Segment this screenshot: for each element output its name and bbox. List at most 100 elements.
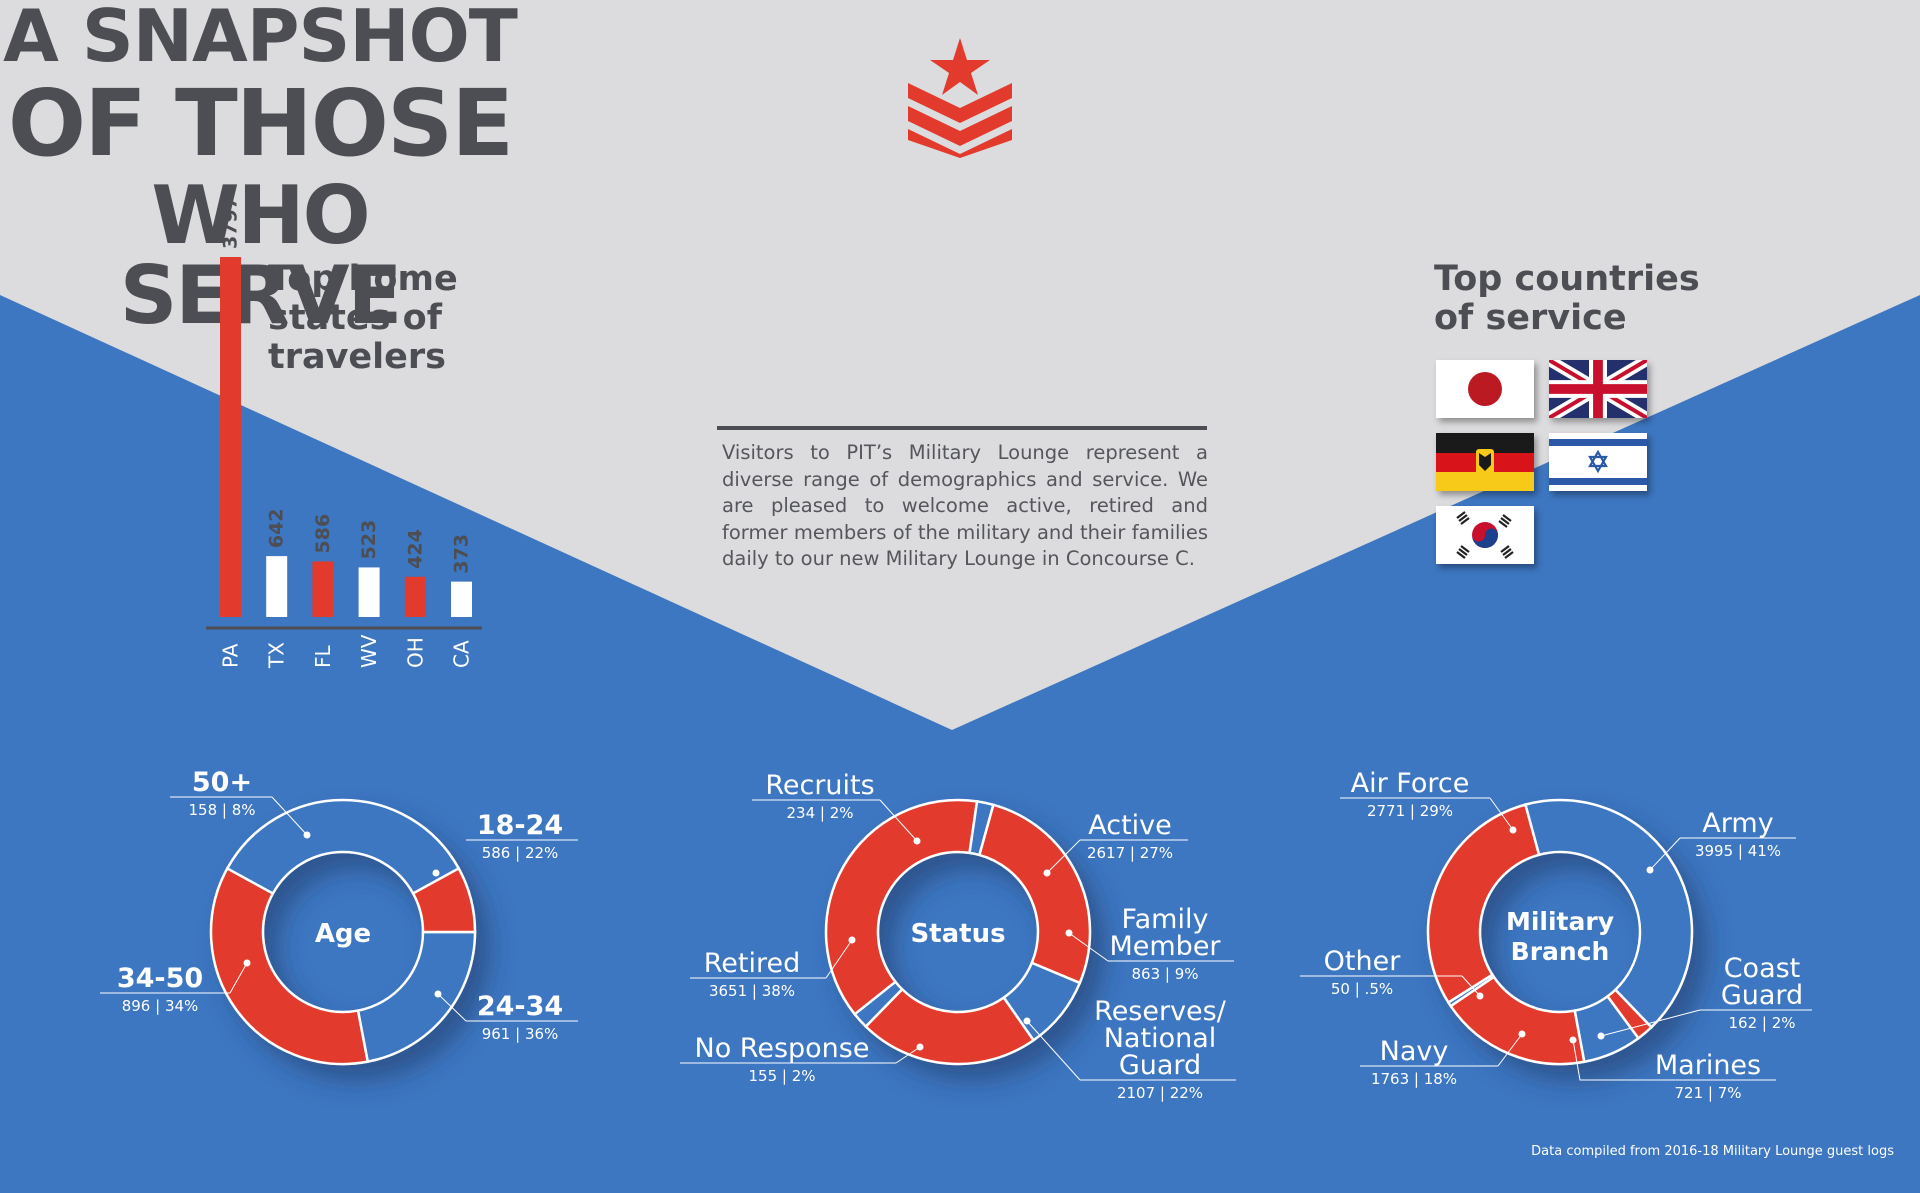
leader-dot bbox=[916, 1043, 924, 1051]
slice-label: Navy 1763 | 18% bbox=[1360, 1030, 1526, 1088]
leader-dot bbox=[1509, 826, 1517, 834]
bar-category-label: WV bbox=[357, 634, 381, 668]
donut-slice bbox=[824, 798, 979, 1016]
slice-value-label: 863 | 9% bbox=[1131, 965, 1198, 983]
data-source-footnote: Data compiled from 2016-18 Military Loun… bbox=[1531, 1144, 1894, 1159]
slice-label-name: 24-34 bbox=[477, 991, 563, 1022]
slice-label-name: 18-24 bbox=[477, 810, 563, 841]
slice-label-name: Air Force bbox=[1351, 768, 1470, 799]
japan-flag bbox=[1436, 360, 1534, 418]
slice-value-label: 2617 | 27% bbox=[1087, 844, 1173, 862]
states-bar-chart: 3797 PA 642 TX 586 FL 523 WV 424 OH 373 CA bbox=[206, 196, 482, 669]
donut-center-title: Status bbox=[910, 919, 1005, 949]
slice-label-name: Guard bbox=[1119, 1050, 1201, 1081]
slice-value-label: 3995 | 41% bbox=[1695, 842, 1781, 860]
leader-dot bbox=[848, 936, 856, 944]
slice-value-label: 2107 | 22% bbox=[1117, 1084, 1203, 1102]
leader-line bbox=[1572, 1039, 1640, 1081]
bar-category-label: OH bbox=[403, 637, 427, 668]
slice-value-label: 896 | 34% bbox=[122, 997, 199, 1015]
leader-line bbox=[1068, 932, 1109, 962]
leader-line bbox=[1461, 975, 1481, 997]
leader-dot bbox=[434, 990, 442, 998]
slice-value-label: 162 | 2% bbox=[1728, 1014, 1795, 1032]
countries-title-line: Top countries bbox=[1434, 259, 1700, 299]
donut-slice bbox=[977, 803, 1092, 985]
slice-label-name: Coast bbox=[1724, 953, 1801, 984]
page-title: A SNAPSHOT OF THOSE WHO SERVE bbox=[0, 0, 520, 336]
leader-dot bbox=[1065, 929, 1073, 937]
donut-center-title: Age bbox=[315, 919, 371, 949]
slice-label: Army 3995 | 41% bbox=[1646, 808, 1796, 874]
leader-line bbox=[1600, 1009, 1701, 1037]
slice-label-name: 34-50 bbox=[117, 963, 203, 994]
leader-dot bbox=[1597, 1032, 1605, 1040]
leader-line bbox=[437, 993, 467, 1022]
slice-value-label: 1763 | 18% bbox=[1371, 1070, 1457, 1088]
states-title-line: Top home bbox=[268, 259, 458, 299]
donut-slice bbox=[356, 930, 477, 1064]
leader-dot bbox=[1476, 992, 1484, 1000]
leader-dot bbox=[432, 869, 440, 877]
leader-dot bbox=[1043, 869, 1051, 877]
donut-slice bbox=[1523, 798, 1694, 1030]
slice-label: 24-34 961 | 36% bbox=[434, 990, 578, 1043]
states-chart-title: Top home states of travelers bbox=[268, 260, 458, 377]
donut-center-title: Military bbox=[1506, 907, 1614, 936]
leader-dot bbox=[303, 831, 311, 839]
countries-title: Top countries of service bbox=[1434, 260, 1700, 338]
states-title-line: travelers bbox=[268, 337, 446, 377]
bar-oh bbox=[404, 576, 426, 617]
bar-value-label: 373 bbox=[451, 534, 473, 574]
title-line-2: OF THOSE bbox=[7, 70, 514, 177]
intro-paragraph: Visitors to PIT’s Military Lounge repres… bbox=[722, 441, 1208, 571]
slice-label-name: Army bbox=[1702, 808, 1773, 839]
slice-label: No Response 155 | 2% bbox=[680, 1033, 924, 1085]
slice-value-label: 2771 | 29% bbox=[1367, 802, 1453, 820]
star-chevron-emblem-icon bbox=[908, 38, 1012, 158]
slice-value-label: 3651 | 38% bbox=[709, 982, 795, 1000]
slice-label: Retired 3651 | 38% bbox=[690, 936, 856, 1000]
donut-ring bbox=[209, 798, 477, 1066]
slice-label: Other 50 | .5% bbox=[1300, 946, 1484, 1000]
slice-value-label: 50 | .5% bbox=[1331, 980, 1393, 998]
bar-value-label: 523 bbox=[358, 520, 380, 560]
leader-dot bbox=[913, 837, 921, 845]
bar-category-label: PA bbox=[219, 643, 243, 668]
slice-label-name: Member bbox=[1109, 931, 1221, 962]
age-donut-chart: Age 18-24 586 | 22% 24-34 961 | 36% 34-50 896 … bbox=[100, 767, 578, 1066]
slice-label-name: Active bbox=[1088, 810, 1172, 841]
slice-value-label: 158 | 8% bbox=[188, 801, 255, 819]
bar-category-label: FL bbox=[311, 644, 335, 668]
donut-slice bbox=[1426, 803, 1541, 1005]
slice-value-label: 586 | 22% bbox=[482, 844, 559, 862]
slice-value-label: 721 | 7% bbox=[1674, 1084, 1741, 1102]
slice-label: Recruits 234 | 2% bbox=[752, 770, 921, 845]
bar-pa bbox=[220, 257, 241, 617]
leader-line bbox=[1046, 839, 1081, 874]
slice-label-name: Family bbox=[1122, 904, 1209, 935]
slice-value-label: 961 | 36% bbox=[482, 1025, 559, 1043]
title-line-3: WHO SERVE bbox=[119, 169, 402, 342]
bar-value-label: 3797 bbox=[220, 196, 242, 249]
slice-label-name: Retired bbox=[704, 948, 801, 979]
leader-line bbox=[1489, 797, 1514, 831]
states-title-line: states of bbox=[268, 298, 442, 338]
eagle-emblem-icon bbox=[1476, 449, 1494, 475]
leader-line bbox=[1026, 1020, 1081, 1081]
slice-value-label: 155 | 2% bbox=[748, 1067, 815, 1085]
slice-label-name: Other bbox=[1324, 946, 1402, 977]
leader-dot bbox=[1023, 1017, 1031, 1025]
leader-line bbox=[229, 962, 248, 994]
slice-label-name: Reserves/ bbox=[1094, 996, 1227, 1027]
germany-flag bbox=[1436, 433, 1534, 491]
slice-label-name: No Response bbox=[695, 1033, 870, 1064]
bar-value-label: 586 bbox=[312, 514, 334, 554]
bar-value-label: 424 bbox=[404, 529, 426, 569]
leader-line bbox=[825, 939, 853, 979]
